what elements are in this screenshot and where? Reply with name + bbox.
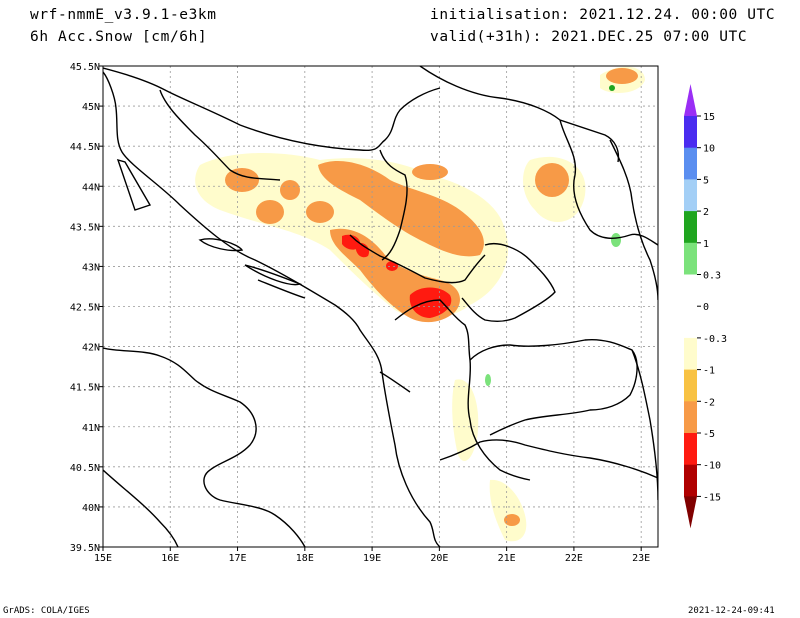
- valid-time: valid(+31h): 2021.DEC.25 07:00 UTC: [430, 29, 748, 45]
- colorbar-swatch: [684, 337, 697, 371]
- footer-timestamp: 2021-12-24-09:41: [688, 606, 775, 616]
- colorbar-label: 5: [703, 175, 709, 186]
- colorbar-swatch: [684, 306, 697, 339]
- colorbar-swatch: [684, 401, 697, 434]
- lon-tick-label: 23E: [632, 553, 650, 564]
- lon-tick-label: 18E: [296, 553, 314, 564]
- lon-tick-label: 20E: [430, 553, 448, 564]
- lon-tick-label: 19E: [363, 553, 381, 564]
- lat-tick-label: 40.5N: [70, 463, 100, 474]
- lat-tick-label: 45N: [82, 102, 100, 113]
- field-title: 6h Acc.Snow [cm/6h]: [30, 29, 208, 45]
- colorbar-label: -10: [703, 461, 721, 472]
- map-axes: 15E 16E 17E 18E 19E 20E 21E 22E 23E 45.5N 45N 44.5N…: [70, 62, 650, 564]
- lat-tick-label: 43.5N: [70, 222, 100, 233]
- colorbar-swatch: [684, 433, 697, 466]
- map-grid: [103, 66, 658, 547]
- colorbar-swatch: [684, 274, 697, 307]
- lat-tick-label: 45.5N: [70, 62, 100, 73]
- colorbar-swatch: [684, 116, 697, 149]
- footer-credit: GrADS: COLA/IGES: [3, 606, 90, 616]
- colorbar-label: -15: [703, 492, 721, 503]
- init-time: initialisation: 2021.12.24. 00:00 UTC: [430, 7, 776, 23]
- colorbar-swatch: [684, 211, 697, 244]
- colorbar-swatch: [684, 147, 697, 180]
- colorbar-label: 2: [703, 207, 709, 218]
- colorbar-label: 0.3: [703, 271, 721, 282]
- lat-tick-label: 44N: [82, 182, 100, 193]
- lat-tick-label: 41N: [82, 423, 100, 434]
- colorbar-label: 1: [703, 239, 709, 250]
- lon-tick-label: 21E: [498, 553, 516, 564]
- colorbar-label: -2: [703, 397, 715, 408]
- colorbar-label: 0: [703, 302, 709, 313]
- lat-tick-label: 41.5N: [70, 383, 100, 394]
- lon-tick-label: 22E: [565, 553, 583, 564]
- colorbar-label: 15: [703, 112, 715, 123]
- lat-tick-label: 42N: [82, 343, 100, 354]
- colorbar-label: -0.3: [703, 334, 727, 345]
- lat-tick-label: 42.5N: [70, 303, 100, 314]
- lon-tick-label: 16E: [161, 553, 179, 564]
- lat-tick-label: 43N: [82, 262, 100, 273]
- colorbar-swatch: [684, 242, 697, 275]
- colorbar: 15 10 5 2 1 0.3 0 -0.3 -1 -2 -5 -10 -15: [684, 84, 727, 529]
- colorbar-top-arrow: [684, 84, 697, 116]
- lon-tick-label: 17E: [229, 553, 247, 564]
- colorbar-swatch: [684, 369, 697, 402]
- colorbar-label: 10: [703, 144, 715, 155]
- colorbar-swatch: [684, 179, 697, 212]
- colorbar-label: -1: [703, 366, 715, 377]
- coastlines-borders: [103, 66, 658, 547]
- lon-tick-label: 15E: [94, 553, 112, 564]
- colorbar-bottom-arrow: [684, 496, 697, 529]
- model-title: wrf-nmmE_v3.9.1-e3km: [30, 7, 217, 23]
- lat-tick-label: 44.5N: [70, 142, 100, 153]
- colorbar-label: -5: [703, 429, 715, 440]
- colorbar-swatch: [684, 464, 697, 497]
- lat-tick-label: 40N: [82, 503, 100, 514]
- map-area: [103, 66, 658, 547]
- lat-tick-label: 39.5N: [70, 543, 100, 554]
